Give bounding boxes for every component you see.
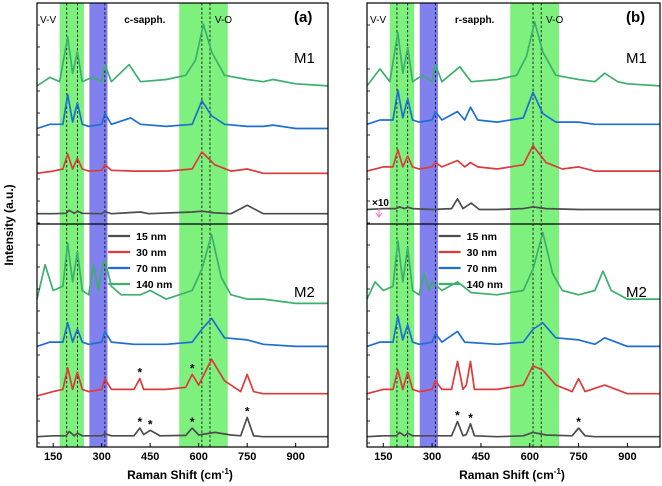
x-tick-label-a-150: 150 [44,451,62,463]
peak-marker-b-1: * [468,411,473,425]
spectrum-b-m2-15nm [366,420,660,438]
vv-label-a: V-V [40,15,56,26]
x10-arrow-head [375,212,383,218]
spectrum-a-m2-140nm [36,233,328,305]
spectrum-b-m2-70nm [366,315,660,348]
x-tick-label-b-750: 750 [569,451,587,463]
vo-label-a: V-O [215,15,232,26]
peak-marker-a-2: * [190,415,195,429]
x-tick-label-b-900: 900 [618,451,636,463]
spectrum-b-m1-15nm [366,197,660,211]
peak-marker-a-4: * [137,366,142,380]
vv-label-b: V-V [370,15,386,26]
spectrum-b-m2-30nm [366,360,660,395]
plot-frame-a [36,2,329,448]
peak-marker-a-5: * [190,361,195,375]
peak-marker-a-0: * [137,415,142,429]
x-tick-label-b-600: 600 [521,451,539,463]
spectrum-a-m2-15nm [36,416,328,438]
stack-label-a-m2: M2 [294,284,315,301]
x-tick-label-a-600: 600 [189,451,207,463]
peak-marker-a-1: * [148,417,153,431]
legend-label-a-30nm: 30 nm [136,247,166,259]
spectrum-a-m2-30nm [36,358,328,397]
spectrum-a-m1-15nm [37,204,328,215]
legend-label-b-15nm: 15 nm [467,231,497,243]
panel-a: M1 M2 150 300 450 600 750 900 V-V V-O c-sapph. (a) 1… [36,2,329,463]
spectrum-a-m1-70nm [36,93,328,130]
stack-label-b-m2: M2 [626,284,647,301]
spectrum-a-m2-70nm [36,317,328,348]
spectrum-b-m2-140nm [366,231,660,300]
peak-marker-b-0: * [455,409,460,423]
substrate-label-a: c-sapph. [124,15,165,26]
vv-vo-band-b-0 [389,3,415,447]
vv-vo-band-b-1 [510,3,560,447]
spectrum-b-m1-140nm [366,21,661,87]
panel-b: M1 M2 150 300 450 600 750 900 V-V V-O r-sapph. (b) 1… [366,2,661,463]
legend-label-a-15nm: 15 nm [136,231,166,243]
legend-label-a-70nm: 70 nm [136,263,166,275]
spectrum-a-m1-140nm [36,23,329,87]
x10-annotation: ×10 [372,198,389,209]
x-tick-label-b-150: 150 [374,451,392,463]
x-tick-label-b-300: 300 [423,451,441,463]
legend-label-b-140nm: 140 nm [467,279,503,291]
panel-label-b: (b) [626,9,645,26]
y-axis-title: Intensity (a.u.) [2,184,16,265]
x-tick-label-b-450: 450 [472,451,490,463]
x-axis-title-right: Raman Shift (cm-1) [459,467,565,482]
x-tick-label-a-300: 300 [92,451,110,463]
peak-marker-a-3: * [245,404,250,418]
x-tick-label-a-900: 900 [286,451,304,463]
panel-label-a: (a) [294,9,312,26]
vo-label-b: V-O [546,15,563,26]
legend-label-b-70nm: 70 nm [467,263,497,275]
spectrum-a-m1-30nm [36,151,328,175]
legend-label-a-140nm: 140 nm [136,279,172,291]
substrate-band-b [419,3,438,447]
legend-label-b-30nm: 30 nm [467,247,497,259]
vv-vo-band-a-0 [59,3,84,447]
x-tick-label-a-450: 450 [141,451,159,463]
peak-marker-b-2: * [576,415,581,429]
substrate-label-b: r-sapph. [455,15,495,26]
stack-label-b-m1: M1 [626,50,647,67]
x-axis-title-left: Raman Shift (cm-1) [127,467,233,482]
stack-label-a-m1: M1 [294,50,315,67]
plot-frame-b [366,2,661,448]
x-tick-label-a-750: 750 [238,451,256,463]
spectrum-b-m1-30nm [366,144,660,172]
spectrum-b-m1-70nm [366,89,660,126]
